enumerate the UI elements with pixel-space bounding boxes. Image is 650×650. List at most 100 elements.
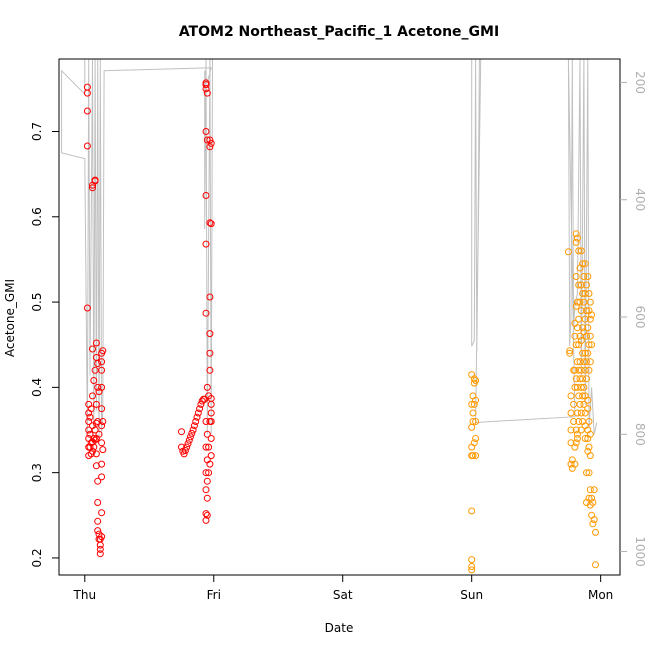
data-point: [86, 413, 94, 421]
data-point: [584, 405, 592, 413]
data-point: [572, 230, 580, 238]
data-point: [202, 516, 210, 524]
data-point: [90, 443, 98, 451]
data-point: [468, 556, 476, 564]
data-point: [468, 400, 476, 408]
data-point: [206, 219, 214, 227]
data-point: [202, 240, 210, 248]
data-point: [469, 452, 477, 460]
data-point: [579, 260, 587, 268]
data-point: [207, 400, 215, 408]
data-point: [573, 430, 581, 438]
data-point: [588, 311, 596, 319]
data-point: [580, 383, 588, 391]
data-point: [589, 499, 597, 506]
data-point: [581, 349, 589, 357]
x-tick-label: Mon: [588, 588, 613, 602]
data-point: [567, 409, 575, 417]
data-point: [577, 307, 585, 315]
data-point: [98, 405, 106, 413]
data-point: [207, 220, 215, 228]
data-point: [577, 409, 585, 417]
data-point: [468, 423, 476, 431]
data-point: [91, 177, 99, 185]
data-point: [185, 436, 193, 444]
data-point: [203, 477, 211, 485]
data-point: [573, 324, 581, 332]
y-tick-label: 0.3: [30, 463, 44, 482]
data-point: [567, 439, 575, 447]
data-point: [575, 281, 583, 289]
data-point: [94, 517, 102, 525]
data-point: [83, 107, 91, 115]
data-point: [83, 142, 91, 150]
data-point: [187, 433, 194, 441]
data-point: [573, 234, 581, 242]
data-point: [98, 439, 106, 447]
data-point: [183, 443, 191, 451]
data-point: [564, 248, 572, 256]
data-point: [583, 358, 590, 366]
x-tick-label: Sun: [460, 588, 483, 602]
data-point: [469, 418, 477, 425]
data-point: [89, 184, 96, 192]
data-point: [577, 247, 585, 255]
data-point: [586, 298, 594, 306]
data-point: [572, 302, 580, 310]
data-point: [99, 418, 107, 425]
data-point: [585, 494, 593, 502]
data-point: [206, 136, 214, 144]
data-point: [87, 405, 95, 413]
data-point: [203, 430, 211, 438]
data-point: [586, 430, 594, 438]
data-point: [94, 418, 102, 425]
data-point: [579, 349, 587, 357]
data-point: [567, 460, 575, 468]
data-point: [95, 430, 103, 438]
data-point: [583, 281, 590, 289]
data-point: [184, 440, 192, 448]
data-point: [91, 436, 99, 444]
data-point: [98, 383, 106, 391]
data-point: [94, 499, 102, 506]
data-point: [580, 400, 588, 408]
data-point: [592, 528, 599, 536]
data-point: [201, 395, 209, 403]
data-point: [571, 460, 579, 468]
data-point: [96, 541, 104, 549]
data-point: [472, 452, 480, 460]
data-point: [472, 396, 480, 404]
data-point: [91, 366, 99, 374]
data-point: [468, 507, 476, 515]
data-point: [98, 358, 106, 366]
y2-tick-label: 1000: [633, 536, 647, 567]
data-point: [98, 422, 106, 430]
data-point: [207, 409, 215, 417]
data-point: [202, 192, 210, 199]
x-tick-label: Thu: [73, 588, 97, 602]
data-point: [588, 341, 596, 349]
y2-tick-label: 600: [633, 306, 647, 329]
data-point: [583, 375, 590, 383]
data-point: [98, 473, 106, 481]
data-point: [586, 486, 594, 494]
data-point: [205, 443, 213, 451]
data-point: [92, 400, 100, 408]
data-point: [190, 422, 198, 430]
data-point: [202, 469, 210, 477]
data-point: [584, 324, 592, 332]
data-point: [570, 418, 578, 425]
data-point: [588, 494, 596, 502]
data-point: [206, 143, 214, 151]
data-point: [203, 494, 211, 502]
data-point: [470, 439, 478, 447]
y2-tick-label: 400: [633, 188, 647, 211]
data-point: [202, 128, 210, 135]
data-point: [189, 426, 197, 434]
data-point: [586, 315, 594, 323]
plot-frame: [58, 58, 621, 576]
data-point: [567, 426, 575, 434]
data-point: [583, 469, 590, 477]
data-point: [577, 337, 585, 344]
